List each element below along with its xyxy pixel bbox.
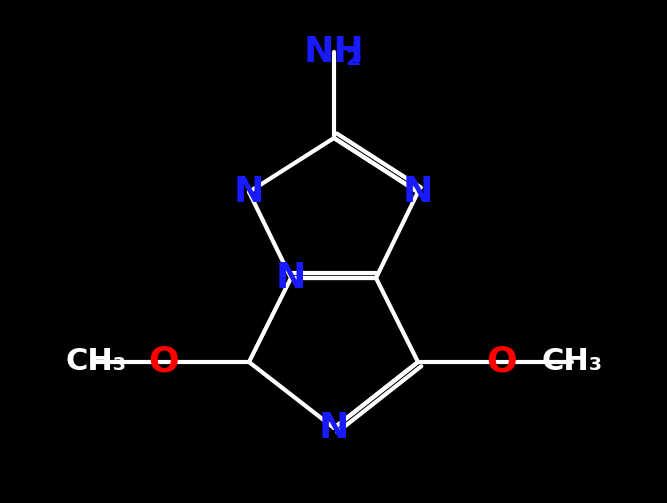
Text: CH₃: CH₃ [542,348,602,377]
Text: O: O [487,345,518,379]
Text: N: N [319,411,350,445]
Text: NH: NH [303,35,364,69]
Text: O: O [149,345,179,379]
Text: N: N [234,175,264,209]
Text: N: N [403,175,433,209]
Text: N: N [276,261,306,295]
Text: 2: 2 [346,49,361,69]
Text: CH₃: CH₃ [65,348,127,377]
